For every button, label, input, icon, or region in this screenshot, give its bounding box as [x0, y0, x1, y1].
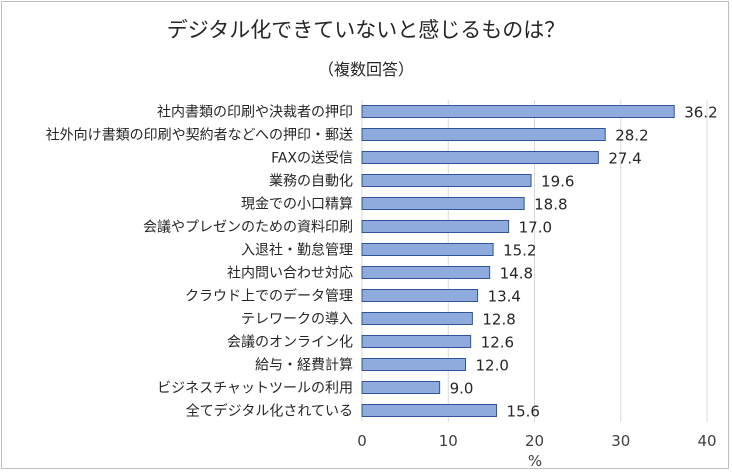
category-label: 社内問い合わせ対応: [227, 266, 353, 282]
chart-title: デジタル化できていないと感じるものは？: [167, 18, 566, 42]
x-axis-unit: %: [528, 452, 542, 470]
value-label: 12.0: [476, 357, 509, 375]
bar: [361, 128, 606, 141]
value-label: 12.6: [481, 334, 514, 352]
bar: [361, 197, 525, 210]
bar: [361, 381, 441, 394]
value-label: 27.4: [608, 150, 641, 168]
bar: [361, 243, 494, 256]
value-label: 15.2: [503, 242, 536, 260]
bars: [361, 105, 675, 417]
bar: [361, 266, 491, 279]
category-label: FAXの送受信: [271, 151, 353, 167]
category-label: ビジネスチャットツールの利用: [157, 381, 353, 397]
category-label: クラウド上でのデータ管理: [185, 288, 353, 305]
bar: [361, 174, 532, 187]
x-tick-label: 20: [525, 432, 544, 450]
x-tick-label: 30: [611, 432, 630, 450]
bar: [361, 289, 479, 302]
category-label: 入退社・勤怠管理: [241, 243, 353, 259]
value-label: 28.2: [615, 127, 648, 145]
value-label: 18.8: [534, 196, 567, 214]
x-tick-label: 10: [439, 432, 458, 450]
value-label: 17.0: [519, 219, 552, 237]
gridlines: [361, 100, 708, 422]
value-label: 14.8: [500, 265, 533, 283]
x-axis-ticks: 0 10 20 30 40: [357, 432, 716, 450]
category-label: 全てデジタル化されている: [186, 403, 353, 420]
bar: [361, 220, 510, 233]
category-label: 業務の自動化: [269, 174, 353, 190]
category-label: 会議のオンライン化: [227, 334, 353, 351]
value-label: 12.8: [482, 311, 515, 329]
category-label: 現金での小口精算: [241, 197, 353, 213]
bar: [361, 105, 675, 118]
value-label: 13.4: [488, 288, 521, 306]
x-tick-label: 40: [697, 432, 716, 450]
value-label: 19.6: [541, 173, 574, 191]
value-label: 36.2: [684, 104, 717, 122]
category-label: 社外向け書類の印刷や契約者などへの押印・郵送: [46, 128, 353, 144]
value-label: 15.6: [507, 403, 540, 421]
category-label: 社内書類の印刷や決裁者の押印: [157, 105, 353, 121]
x-tick-label: 0: [357, 432, 367, 450]
value-labels: 36.2 28.2 27.4 19.6 18.8 17.0 15.2 14.8 13.4 12.8…: [450, 104, 718, 421]
bar: [361, 358, 466, 371]
chart-subtitle: （複数回答）: [318, 60, 414, 79]
category-label: 会議やプレゼンのための資料印刷: [143, 219, 353, 236]
bar: [361, 312, 473, 325]
bar: [361, 404, 498, 417]
category-label: 給与・経費計算: [255, 358, 353, 374]
bar: [361, 335, 472, 348]
value-label: 9.0: [450, 380, 474, 398]
category-label: テレワークの導入: [241, 312, 353, 328]
bar: [361, 151, 599, 164]
